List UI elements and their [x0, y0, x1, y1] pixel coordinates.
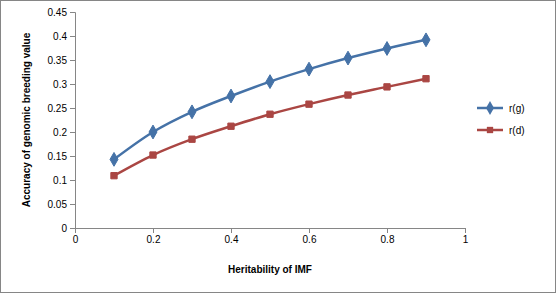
marker: [150, 152, 156, 158]
tick-label: 0: [73, 234, 79, 245]
line: [114, 40, 426, 160]
series-group: [110, 33, 430, 179]
tick-label: 0.8: [381, 234, 395, 245]
tick-mark: [309, 228, 310, 233]
tick: 0.05: [48, 199, 75, 210]
tick: 0.8: [381, 228, 395, 245]
tick-mark: [231, 228, 232, 233]
legend-entry: r(g): [477, 101, 525, 115]
tick-label: 0.15: [48, 151, 68, 162]
tick-mark: [70, 60, 75, 61]
marker: [110, 152, 118, 166]
tick-mark: [465, 228, 466, 233]
legend-label: r(d): [509, 125, 525, 136]
tick-label: 0.45: [48, 7, 68, 18]
legend-marker: [487, 127, 493, 133]
marker: [149, 125, 157, 139]
marker: [111, 173, 117, 179]
tick: 0.6: [303, 228, 317, 245]
x-axis: 0 0.2 0.4 0.6 0.8 1: [73, 228, 469, 245]
tick: 0: [61, 223, 75, 234]
marker: [344, 51, 352, 65]
tick: 0.2: [147, 228, 161, 245]
marker: [383, 42, 391, 56]
axis-line: [70, 13, 76, 229]
tick: 0.25: [48, 103, 75, 114]
tick-label: 0.4: [225, 234, 239, 245]
legend: r(g) r(d): [477, 101, 525, 135]
tick: 0: [73, 228, 79, 245]
tick-label: 0.25: [48, 103, 68, 114]
tick-mark: [70, 156, 75, 157]
legend-marker: [486, 101, 494, 115]
marker: [228, 123, 234, 129]
line: [114, 79, 426, 176]
tick-label: 0: [61, 223, 67, 234]
chart-border: [1, 1, 556, 293]
tick-mark: [153, 228, 154, 233]
tick-label: 0.35: [48, 55, 68, 66]
legend-entry: r(d): [477, 125, 525, 136]
marker: [384, 84, 390, 90]
tick: 0.15: [48, 151, 75, 162]
marker: [345, 92, 351, 98]
y-axis: 0 0.05 0.1 0.15 0.2 0.25 0.3 0.35 0.4 0.45: [48, 7, 76, 234]
tick-label: 0.2: [53, 127, 67, 138]
marker: [227, 89, 235, 103]
marker: [267, 111, 273, 117]
tick-mark: [75, 228, 76, 233]
tick-label: 0.4: [53, 31, 67, 42]
legend-label: r(g): [509, 103, 525, 114]
tick-mark: [70, 228, 75, 229]
tick: 0.35: [48, 55, 75, 66]
tick-mark: [70, 180, 75, 181]
tick: 0.2: [53, 127, 75, 138]
tick-label: 0.3: [53, 79, 67, 90]
tick-mark: [70, 12, 75, 13]
tick: 0.4: [225, 228, 239, 245]
x-axis-title: Heritability of IMF: [228, 264, 312, 275]
marker: [422, 33, 430, 47]
y-axis-title: Accuracy of genomic breeding value: [21, 32, 32, 207]
tick-mark: [70, 84, 75, 85]
marker: [423, 76, 429, 82]
tick-mark: [70, 36, 75, 37]
tick-mark: [387, 228, 388, 233]
tick-label: 1: [463, 234, 469, 245]
marker: [188, 105, 196, 119]
tick-label: 0.6: [303, 234, 317, 245]
tick: 0.4: [53, 31, 75, 42]
tick-label: 0.2: [147, 234, 161, 245]
tick: 1: [463, 228, 469, 245]
tick-label: 0.1: [53, 175, 67, 186]
tick-mark: [70, 204, 75, 205]
plot: 0 0.05 0.1 0.15 0.2 0.25 0.3 0.35 0.4 0.45 0 0.2 0.4…: [48, 7, 469, 245]
tick-mark: [70, 108, 75, 109]
marker: [266, 75, 274, 89]
tick-label: 0.05: [48, 199, 68, 210]
axis-line: [76, 229, 466, 234]
tick: 0.45: [48, 7, 75, 18]
tick: 0.3: [53, 79, 75, 90]
marker: [189, 136, 195, 142]
marker: [306, 101, 312, 107]
tick: 0.1: [53, 175, 75, 186]
tick-mark: [70, 132, 75, 133]
chart: 0 0.05 0.1 0.15 0.2 0.25 0.3 0.35 0.4 0.45 0 0.2 0.4…: [0, 0, 556, 293]
marker: [305, 62, 313, 76]
